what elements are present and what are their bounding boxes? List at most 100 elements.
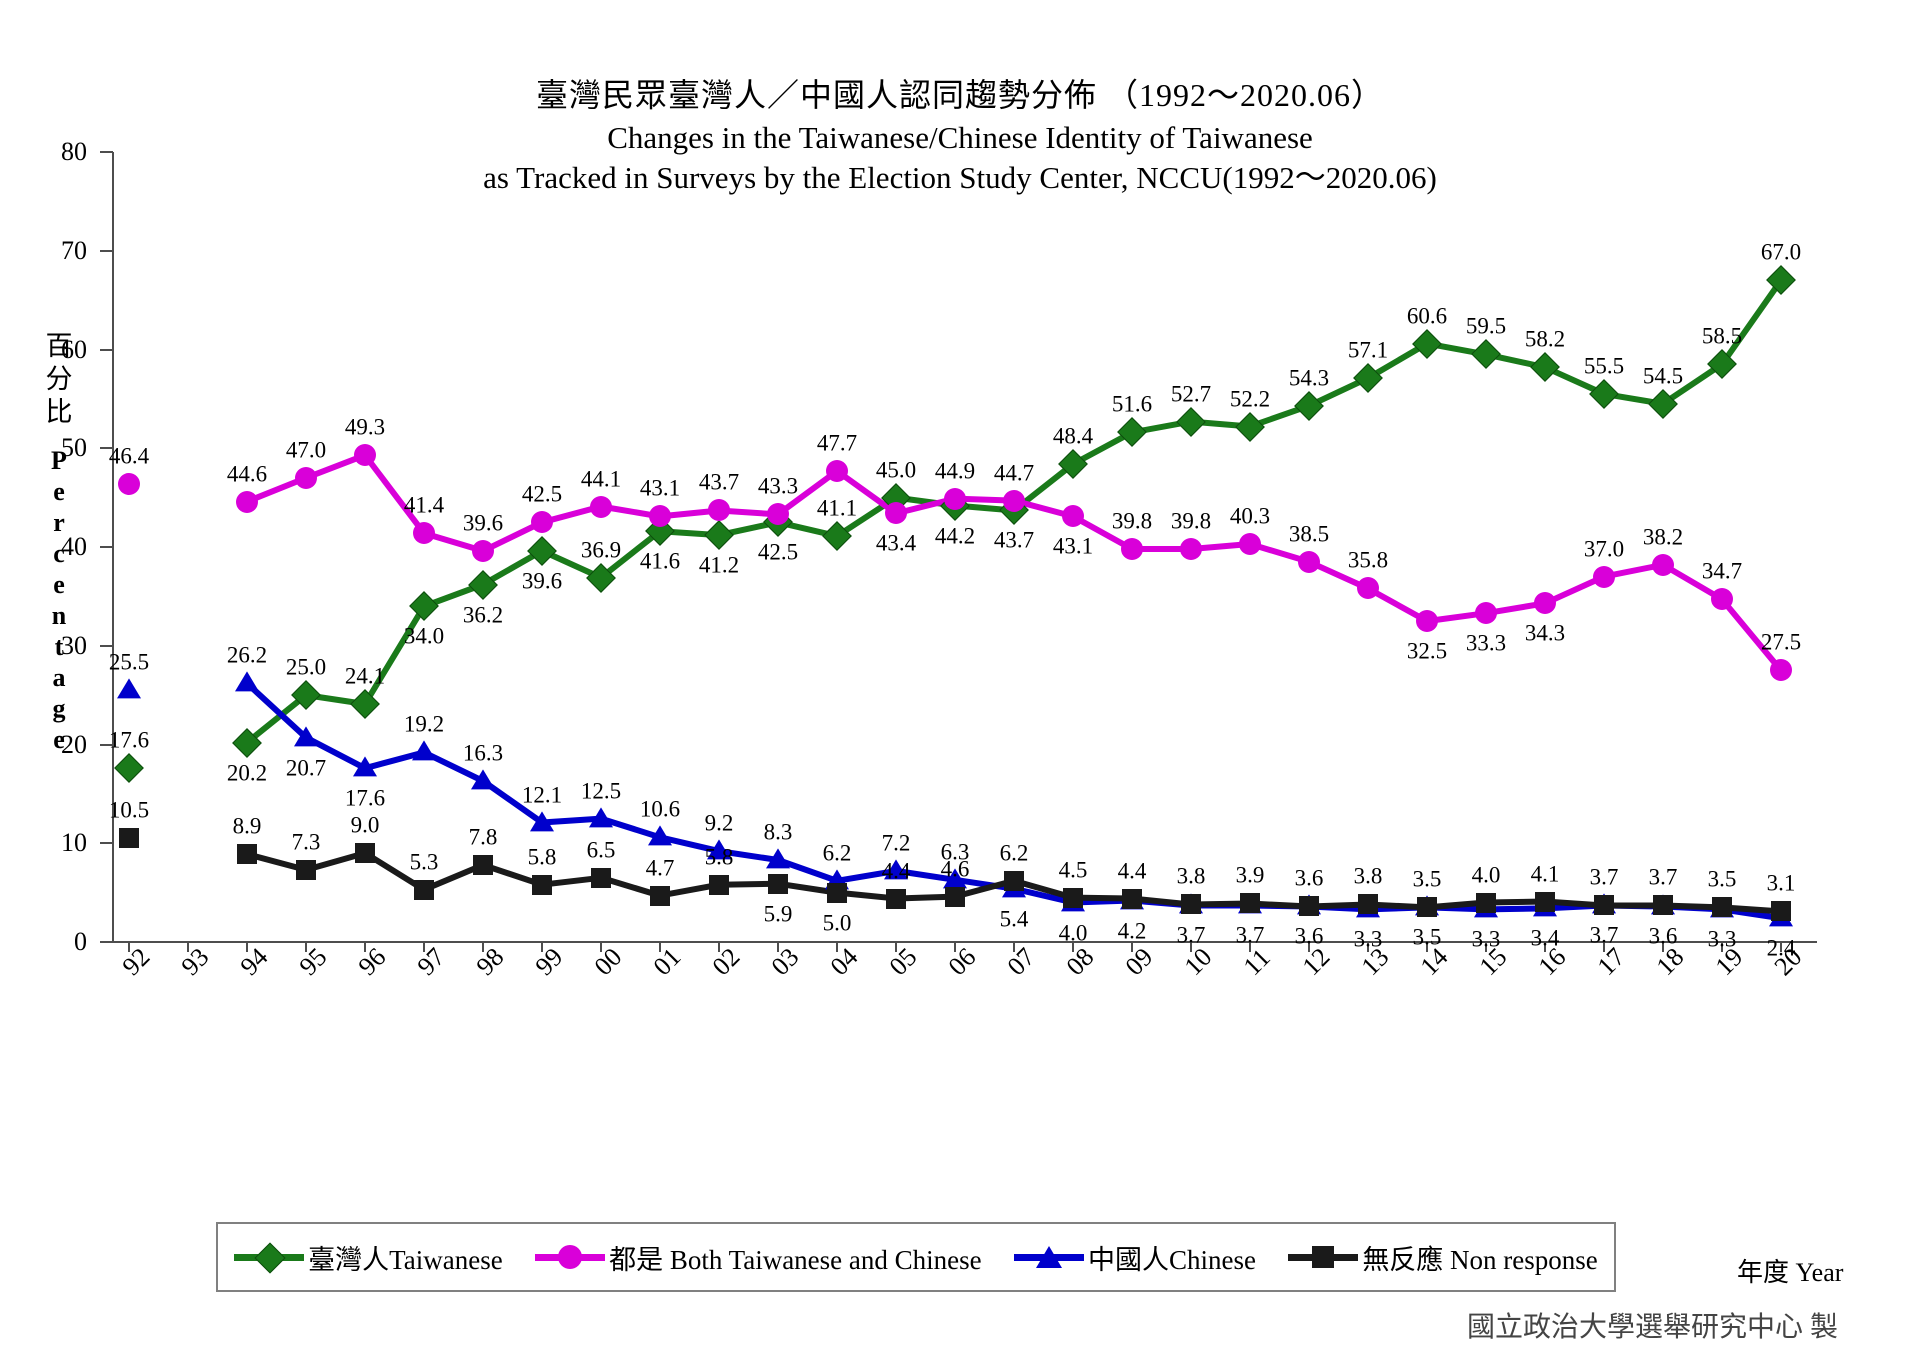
- data-point-marker: [119, 828, 139, 849]
- data-point-marker: [886, 888, 906, 909]
- data-point-label: 4.4: [881, 858, 911, 884]
- data-point-label: 3.1: [1766, 870, 1796, 896]
- data-point-label: 54.3: [1288, 365, 1330, 391]
- y-tick: [100, 249, 113, 252]
- data-point-marker: [532, 874, 552, 895]
- data-point-marker: [1358, 894, 1378, 915]
- data-point-label: 4.0: [1471, 862, 1501, 887]
- y-tick: [100, 546, 113, 548]
- x-tick: [1485, 941, 1487, 952]
- x-tick-label: 08: [1060, 942, 1100, 982]
- data-point-label: 36.2: [462, 602, 504, 628]
- data-point-marker: [530, 810, 554, 831]
- data-point-label: 47.7: [816, 430, 858, 456]
- data-point-label: 45.0: [875, 457, 917, 483]
- data-point-marker: [1416, 610, 1438, 633]
- data-point-label: 40.3: [1229, 503, 1271, 529]
- y-caption-char: a: [52, 663, 66, 692]
- x-tick: [364, 941, 366, 952]
- data-point-marker: [1594, 895, 1614, 916]
- data-point-label: 4.4: [1117, 858, 1147, 884]
- legend-taiwanese[interactable]: 臺灣人Taiwanese: [234, 1238, 503, 1277]
- data-point-label: 6.2: [999, 840, 1029, 866]
- y-tick-label: 40: [61, 532, 87, 561]
- y-tick-label: 60: [61, 334, 87, 364]
- x-tick: [128, 941, 130, 952]
- data-point-marker: [1003, 489, 1025, 512]
- data-point-label: 34.3: [1524, 620, 1566, 646]
- legend-nonresponse[interactable]: 無反應 Non response: [1288, 1238, 1598, 1277]
- legend-label: 無反應 Non response: [1362, 1244, 1598, 1275]
- data-point-marker: [353, 756, 377, 777]
- data-point-marker: [1771, 901, 1791, 922]
- data-point-label: 16.3: [462, 740, 504, 766]
- data-point-label: 34.0: [403, 623, 445, 649]
- data-point-label: 3.8: [1176, 863, 1206, 889]
- data-point-label: 39.8: [1111, 508, 1153, 534]
- data-point-label: 52.7: [1170, 381, 1212, 407]
- data-point-marker: [591, 867, 611, 888]
- chart-title-english-line1: Changes in the Taiwanese/Chinese Identit…: [607, 120, 1313, 155]
- data-point-marker: [1180, 537, 1202, 560]
- data-point-label: 60.6: [1406, 303, 1448, 329]
- data-point-label: 20.7: [285, 755, 327, 781]
- data-point-label: 3.9: [1235, 862, 1265, 888]
- chart-title-block: 臺灣民眾臺灣人／中國人認同趨勢分佈 （1992～2020.06） Changes…: [0, 72, 1920, 198]
- data-point-marker: [1240, 893, 1260, 914]
- data-point-label: 3.4: [1530, 925, 1560, 951]
- x-tick: [1780, 941, 1782, 952]
- data-point-marker: [1121, 537, 1143, 560]
- data-point-marker: [1476, 892, 1496, 913]
- data-point-label: 52.2: [1229, 386, 1271, 412]
- y-tick-label: 20: [61, 729, 87, 759]
- data-point-label: 7.8: [468, 824, 498, 850]
- data-point-marker: [767, 503, 789, 526]
- data-point-label: 38.2: [1642, 524, 1684, 550]
- data-point-marker: [1535, 891, 1555, 912]
- x-tick-label: 03: [765, 942, 805, 982]
- data-point-label: 37.0: [1583, 536, 1625, 562]
- data-point-marker: [413, 522, 435, 545]
- data-point-label: 41.2: [698, 552, 740, 578]
- circle-icon: [535, 1245, 606, 1269]
- data-point-marker: [1239, 533, 1261, 556]
- legend-label: 臺灣人Taiwanese: [308, 1244, 503, 1275]
- data-point-marker: [589, 806, 613, 827]
- data-point-label: 20.2: [226, 760, 268, 786]
- x-axis-caption: 年度 Year: [1737, 1258, 1844, 1287]
- data-point-label: 3.3: [1471, 926, 1501, 952]
- data-point-marker: [1299, 896, 1319, 917]
- data-point-label: 58.5: [1701, 323, 1743, 349]
- x-tick-label: 18: [1650, 942, 1690, 982]
- data-point-label: 35.8: [1347, 547, 1389, 573]
- y-tick-label: 0: [74, 927, 87, 956]
- y-caption-char: 分: [45, 364, 73, 394]
- x-tick: [1603, 941, 1605, 952]
- data-point-marker: [1593, 565, 1615, 588]
- legend-both[interactable]: 都是 Both Taiwanese and Chinese: [535, 1238, 982, 1277]
- data-point-label: 3.5: [1412, 924, 1442, 950]
- chart-legend: 臺灣人Taiwanese 都是 Both Taiwanese and Chines…: [216, 1222, 1616, 1292]
- data-point-label: 5.4: [999, 906, 1029, 932]
- x-tick-label: 07: [1001, 942, 1041, 982]
- y-caption-char: P: [51, 446, 67, 475]
- data-point-label: 39.8: [1170, 508, 1212, 534]
- data-point-marker: [294, 725, 318, 746]
- x-axis-line: [112, 941, 1817, 943]
- data-point-label: 43.4: [875, 530, 917, 556]
- x-tick: [305, 941, 307, 952]
- data-point-label: 51.6: [1111, 391, 1153, 417]
- data-point-label: 6.2: [822, 840, 852, 866]
- legend-chinese[interactable]: 中國人Chinese: [1013, 1238, 1256, 1277]
- data-point-label: 44.7: [993, 460, 1035, 486]
- data-point-label: 7.2: [881, 830, 911, 856]
- data-point-label: 5.8: [704, 844, 734, 870]
- data-point-marker: [235, 671, 259, 692]
- data-point-marker: [1652, 553, 1674, 576]
- data-point-label: 42.5: [757, 539, 799, 565]
- x-tick-label: 09: [1119, 942, 1159, 982]
- x-tick-label: 04: [824, 942, 864, 982]
- data-point-label: 4.2: [1117, 918, 1147, 944]
- legend-marker: [254, 1242, 286, 1274]
